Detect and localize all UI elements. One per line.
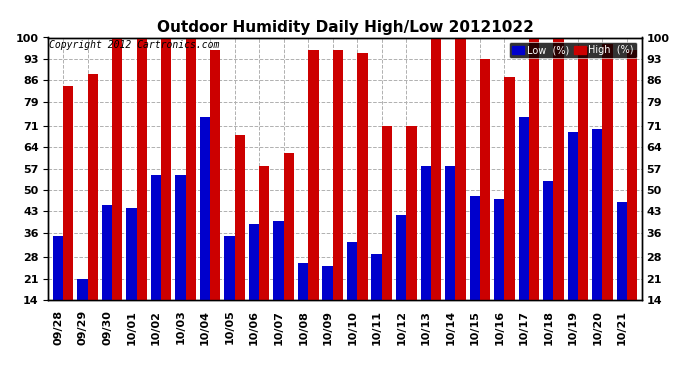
Bar xyxy=(568,132,578,300)
Bar xyxy=(200,117,210,300)
Bar xyxy=(519,117,529,300)
Text: Copyright 2012 Cartronics.com: Copyright 2012 Cartronics.com xyxy=(50,40,220,50)
Bar xyxy=(52,236,63,300)
Bar xyxy=(284,153,294,300)
Bar xyxy=(77,279,88,300)
Bar xyxy=(627,50,638,300)
Bar xyxy=(347,242,357,300)
Bar xyxy=(529,38,539,300)
Bar xyxy=(137,38,147,300)
Bar xyxy=(273,220,284,300)
Bar xyxy=(224,236,235,300)
Bar xyxy=(298,263,308,300)
Bar xyxy=(249,224,259,300)
Bar xyxy=(63,86,73,300)
Bar xyxy=(210,50,220,300)
Bar xyxy=(161,38,171,300)
Title: Outdoor Humidity Daily High/Low 20121022: Outdoor Humidity Daily High/Low 20121022 xyxy=(157,20,533,35)
Bar xyxy=(396,214,406,300)
Legend: Low  (%), High  (%): Low (%), High (%) xyxy=(509,42,637,58)
Bar xyxy=(151,175,161,300)
Bar xyxy=(543,181,553,300)
Bar xyxy=(259,166,270,300)
Bar xyxy=(382,126,392,300)
Bar xyxy=(494,199,504,300)
Bar xyxy=(175,175,186,300)
Bar xyxy=(88,74,98,300)
Bar xyxy=(602,44,613,300)
Bar xyxy=(357,53,368,300)
Bar xyxy=(553,38,564,300)
Bar xyxy=(322,266,333,300)
Bar xyxy=(470,196,480,300)
Bar xyxy=(235,135,245,300)
Bar xyxy=(308,50,319,300)
Bar xyxy=(420,166,431,300)
Bar xyxy=(445,166,455,300)
Bar xyxy=(126,209,137,300)
Bar xyxy=(578,46,589,300)
Bar xyxy=(333,50,343,300)
Bar xyxy=(617,202,627,300)
Bar xyxy=(504,77,515,300)
Bar xyxy=(480,59,490,300)
Bar xyxy=(592,129,602,300)
Bar xyxy=(406,126,417,300)
Bar xyxy=(112,38,122,300)
Bar xyxy=(371,254,382,300)
Bar xyxy=(431,38,441,300)
Bar xyxy=(186,38,196,300)
Bar xyxy=(455,38,466,300)
Bar xyxy=(101,206,112,300)
